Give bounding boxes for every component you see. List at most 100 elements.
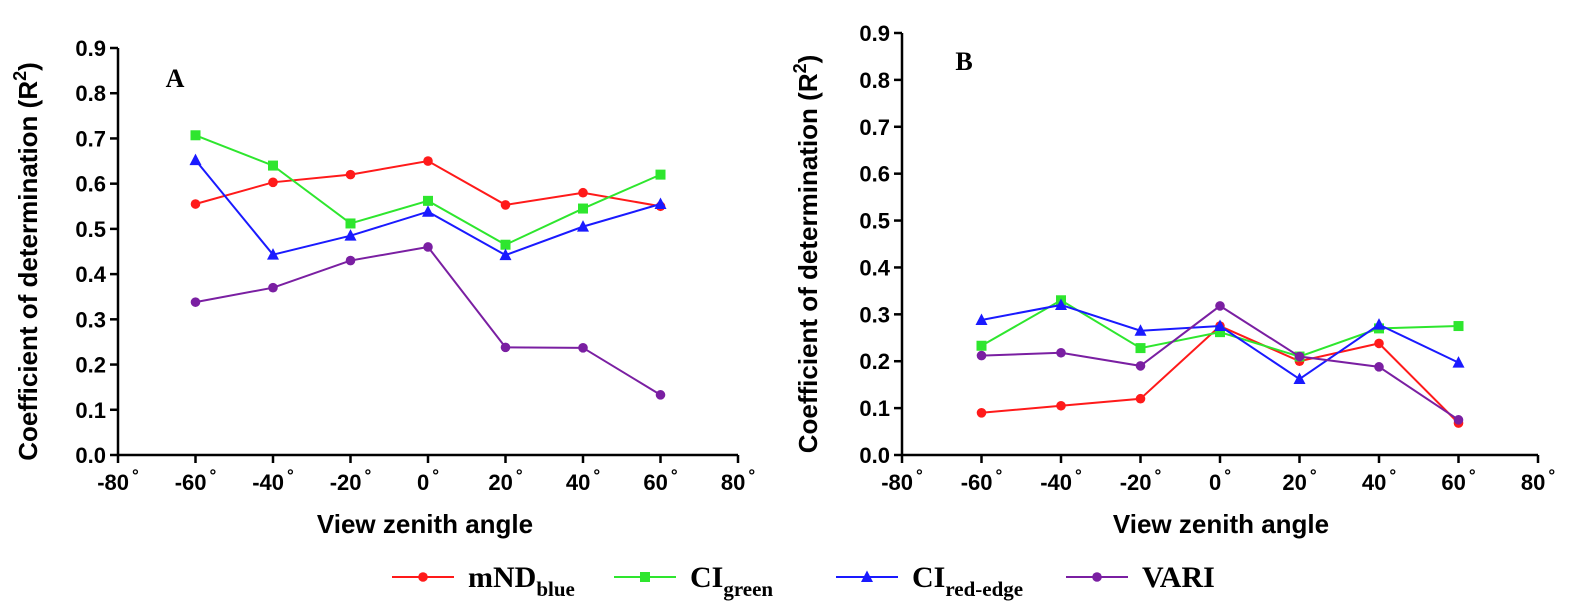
legend-label-main: CI: [690, 561, 723, 594]
degree-symbol: °: [1224, 466, 1231, 485]
legend-marker: [1092, 572, 1102, 582]
y-tick-label: 0.3: [859, 302, 890, 327]
panel-label-b: B: [955, 47, 972, 76]
y-tick-label: 0.1: [859, 396, 890, 421]
legend-item: mNDblue: [392, 561, 575, 601]
data-point-cigreen: [500, 239, 511, 250]
y-tick-label: 0.9: [859, 21, 890, 46]
y-axis-title: Coefficient of determination (R2): [10, 62, 43, 461]
data-point-vari: [190, 297, 201, 307]
y-axis-title-superscript: 2: [790, 63, 810, 73]
data-point-cired-edge: [1055, 298, 1067, 310]
series-cired-edge-a: [189, 153, 667, 261]
legend-item: CIred-edge: [836, 561, 1023, 601]
data-point-vari: [345, 255, 356, 266]
x-tick-label: 0 °: [417, 466, 439, 495]
degree-symbol: °: [1075, 466, 1082, 485]
y-tick-label: 0.5: [75, 217, 106, 242]
data-point-mndblue: [1374, 338, 1384, 349]
data-point-vari: [1453, 415, 1464, 425]
data-point-cired-edge: [1452, 356, 1465, 368]
x-tick-label: -20 °: [1120, 466, 1162, 495]
x-tick-label: -80 °: [97, 466, 139, 495]
y-axis-title-main: Coefficient of determination (R: [793, 73, 823, 453]
data-point-cired-edge: [577, 220, 589, 232]
x-tick-label: -80 °: [881, 466, 923, 495]
y-axis-title: Coefficient of determination (R2): [790, 55, 823, 454]
x-tick-label: 60 °: [1441, 466, 1475, 495]
series-vari-a: [190, 242, 666, 400]
data-point-mndblue: [1056, 400, 1066, 411]
series-cigreen-a: [190, 130, 666, 250]
degree-symbol: °: [364, 466, 371, 485]
x-tick-label: 0 °: [1209, 466, 1231, 495]
y-tick-label: 0.8: [75, 81, 106, 106]
data-point-mndblue: [578, 187, 588, 198]
degree-symbol: °: [1310, 466, 1317, 485]
data-point-cired-edge: [1134, 324, 1147, 336]
data-point-cired-edge: [499, 248, 512, 261]
data-point-mndblue: [423, 156, 433, 166]
data-point-mndblue: [268, 177, 278, 188]
y-axis-title-superscript: 2: [10, 71, 30, 81]
degree-symbol: °: [916, 466, 923, 485]
degree-symbol: °: [1548, 466, 1555, 485]
degree-symbol: °: [671, 466, 678, 485]
degree-symbol: °: [593, 466, 600, 485]
series-line-cired-edge: [981, 303, 1459, 381]
y-tick-label: 0.0: [75, 443, 106, 468]
data-point-vari: [1294, 351, 1305, 362]
y-tick-label: 0.1: [75, 398, 106, 423]
data-point-cired-edge: [189, 153, 202, 166]
legend-label: mNDblue: [468, 561, 575, 601]
data-point-cigreen: [268, 160, 278, 171]
y-tick-label: 0.2: [75, 353, 106, 378]
data-point-vari: [578, 343, 588, 353]
series-line-mndblue: [981, 324, 1460, 424]
degree-symbol: °: [995, 466, 1002, 485]
y-tick-label: 0.5: [859, 209, 890, 234]
series-mndblue-a: [190, 156, 666, 212]
x-tick-label: 60 °: [643, 466, 677, 495]
y-tick-label: 0.6: [75, 172, 106, 197]
data-point-mndblue: [345, 169, 356, 180]
data-point-vari: [655, 390, 666, 400]
legend-label-main: CI: [912, 561, 945, 594]
data-point-cired-edge: [267, 248, 279, 260]
y-tick-label: 0.2: [859, 349, 890, 374]
data-point-mndblue: [976, 408, 987, 418]
degree-symbol: °: [209, 466, 216, 485]
x-axis-title: View zenith angle: [317, 509, 533, 539]
x-tick-label: 40 °: [1362, 466, 1396, 495]
degree-symbol: °: [748, 466, 755, 485]
degree-symbol: °: [1469, 466, 1476, 485]
y-axis-title-close: ): [13, 62, 43, 71]
y-tick-label: 0.9: [75, 36, 106, 61]
data-point-cigreen: [423, 195, 433, 206]
series-cired-edge-b: [975, 298, 1465, 385]
legend-label: VARI: [1142, 561, 1215, 594]
data-point-cigreen: [1215, 327, 1225, 338]
legend-marker: [861, 570, 873, 582]
x-tick-label: 40 °: [566, 466, 600, 495]
legend-label: CIred-edge: [912, 561, 1023, 601]
x-tick-label: 80 °: [721, 466, 755, 495]
data-point-cigreen: [1135, 343, 1146, 354]
legend-item: VARI: [1066, 561, 1215, 594]
degree-symbol: °: [432, 466, 439, 485]
chart-panel-b: 0.0 0.1 0.2 0.3 0.4 0.5 0.6 0.7 0.8 0.9 -80 ° -60 ° -4…: [790, 21, 1555, 539]
data-point-cigreen: [190, 130, 201, 141]
data-point-vari: [1135, 361, 1146, 371]
x-tick-label: -40 °: [252, 466, 294, 495]
series-vari-b: [976, 301, 1464, 425]
legend-label-main: mND: [468, 561, 536, 594]
x-tick-label: -40 °: [1040, 466, 1082, 495]
degree-symbol: °: [516, 466, 523, 485]
y-tick-label: 0.0: [859, 443, 890, 468]
series-line-vari: [195, 245, 662, 396]
data-point-vari: [1215, 301, 1225, 311]
data-point-cigreen: [1453, 321, 1464, 332]
x-tick-label: 20 °: [1282, 466, 1316, 495]
x-axis-title: View zenith angle: [1113, 509, 1329, 539]
